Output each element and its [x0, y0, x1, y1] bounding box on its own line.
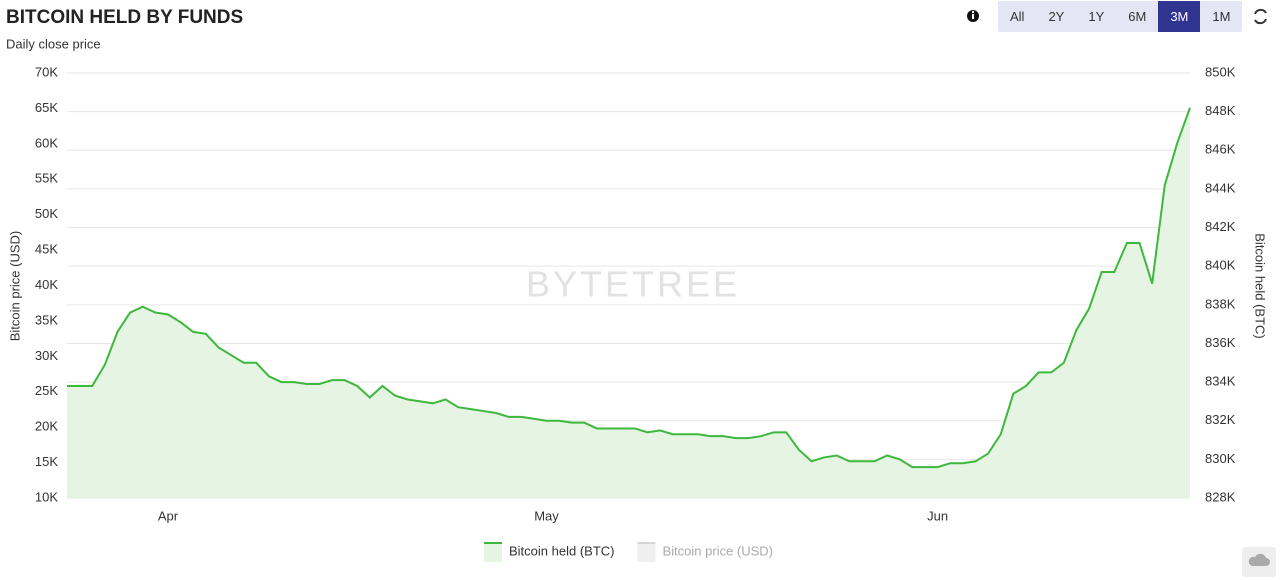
range-button[interactable]: 6M	[1128, 9, 1147, 24]
y2-tick-label: 838K	[1205, 296, 1236, 311]
y-tick-label: 35K	[35, 312, 58, 327]
chart-subtitle: Daily close price	[6, 36, 101, 51]
y-tick-label: 20K	[35, 419, 58, 434]
y2-tick-label: 828K	[1205, 489, 1236, 504]
y2-tick-label: 830K	[1205, 451, 1236, 466]
info-icon[interactable]	[967, 10, 979, 22]
line	[67, 107, 1191, 469]
legend-item[interactable]: Bitcoin held (BTC)	[484, 542, 614, 562]
y2-tick-label: 848K	[1205, 103, 1236, 118]
range-button[interactable]: 2Y	[1048, 9, 1065, 24]
y-tick-label: 30K	[35, 348, 58, 363]
y-tick-label: 45K	[35, 242, 58, 257]
y2-tick-label: 844K	[1205, 180, 1236, 195]
y2-tick-label: 842K	[1205, 219, 1236, 234]
y-tick-label: 40K	[35, 277, 58, 292]
x-tick-label: Apr	[158, 508, 179, 523]
legend-label: Bitcoin held (BTC)	[509, 543, 614, 558]
legend-swatch	[484, 543, 502, 562]
y-tick-label: 50K	[35, 206, 58, 221]
range-selector: All 2Y 1Y 6M 3M 1M	[998, 1, 1243, 32]
y-axis-label: Bitcoin price (USD)	[7, 231, 22, 342]
x-tick-label: May	[534, 508, 559, 523]
legend-label: Bitcoin price (USD)	[662, 543, 773, 558]
legend-swatch	[637, 543, 656, 562]
download-button[interactable]	[1242, 547, 1276, 577]
area	[67, 107, 1190, 498]
y2-tick-label: 834K	[1205, 374, 1236, 389]
refresh-icon[interactable]	[1254, 8, 1267, 25]
y-tick-label: 70K	[35, 64, 58, 79]
chart-title: BITCOIN HELD BY FUNDS	[6, 7, 243, 28]
y2-tick-label: 850K	[1205, 64, 1236, 79]
range-button[interactable]: All	[1010, 9, 1025, 24]
range-button[interactable]: 1Y	[1088, 9, 1105, 24]
y2-tick-label: 840K	[1205, 258, 1236, 273]
y2-tick-label: 846K	[1205, 142, 1236, 157]
y-tick-label: 25K	[35, 383, 58, 398]
y-tick-label: 65K	[35, 100, 58, 115]
y2-tick-label: 836K	[1205, 335, 1236, 350]
y-tick-label: 15K	[35, 454, 58, 469]
range-button[interactable]: 1M	[1212, 9, 1231, 24]
y2-axis-label: Bitcoin held (BTC)	[1253, 233, 1268, 338]
y-tick-label: 10K	[35, 489, 58, 504]
watermark: BYTETREE	[526, 264, 740, 305]
legend-item[interactable]: Bitcoin price (USD)	[637, 542, 773, 562]
range-button[interactable]: 3M	[1158, 1, 1201, 32]
y-tick-label: 60K	[35, 135, 58, 150]
x-tick-label: Jun	[927, 508, 948, 523]
y2-tick-label: 832K	[1205, 412, 1236, 427]
y-tick-label: 55K	[35, 171, 58, 186]
